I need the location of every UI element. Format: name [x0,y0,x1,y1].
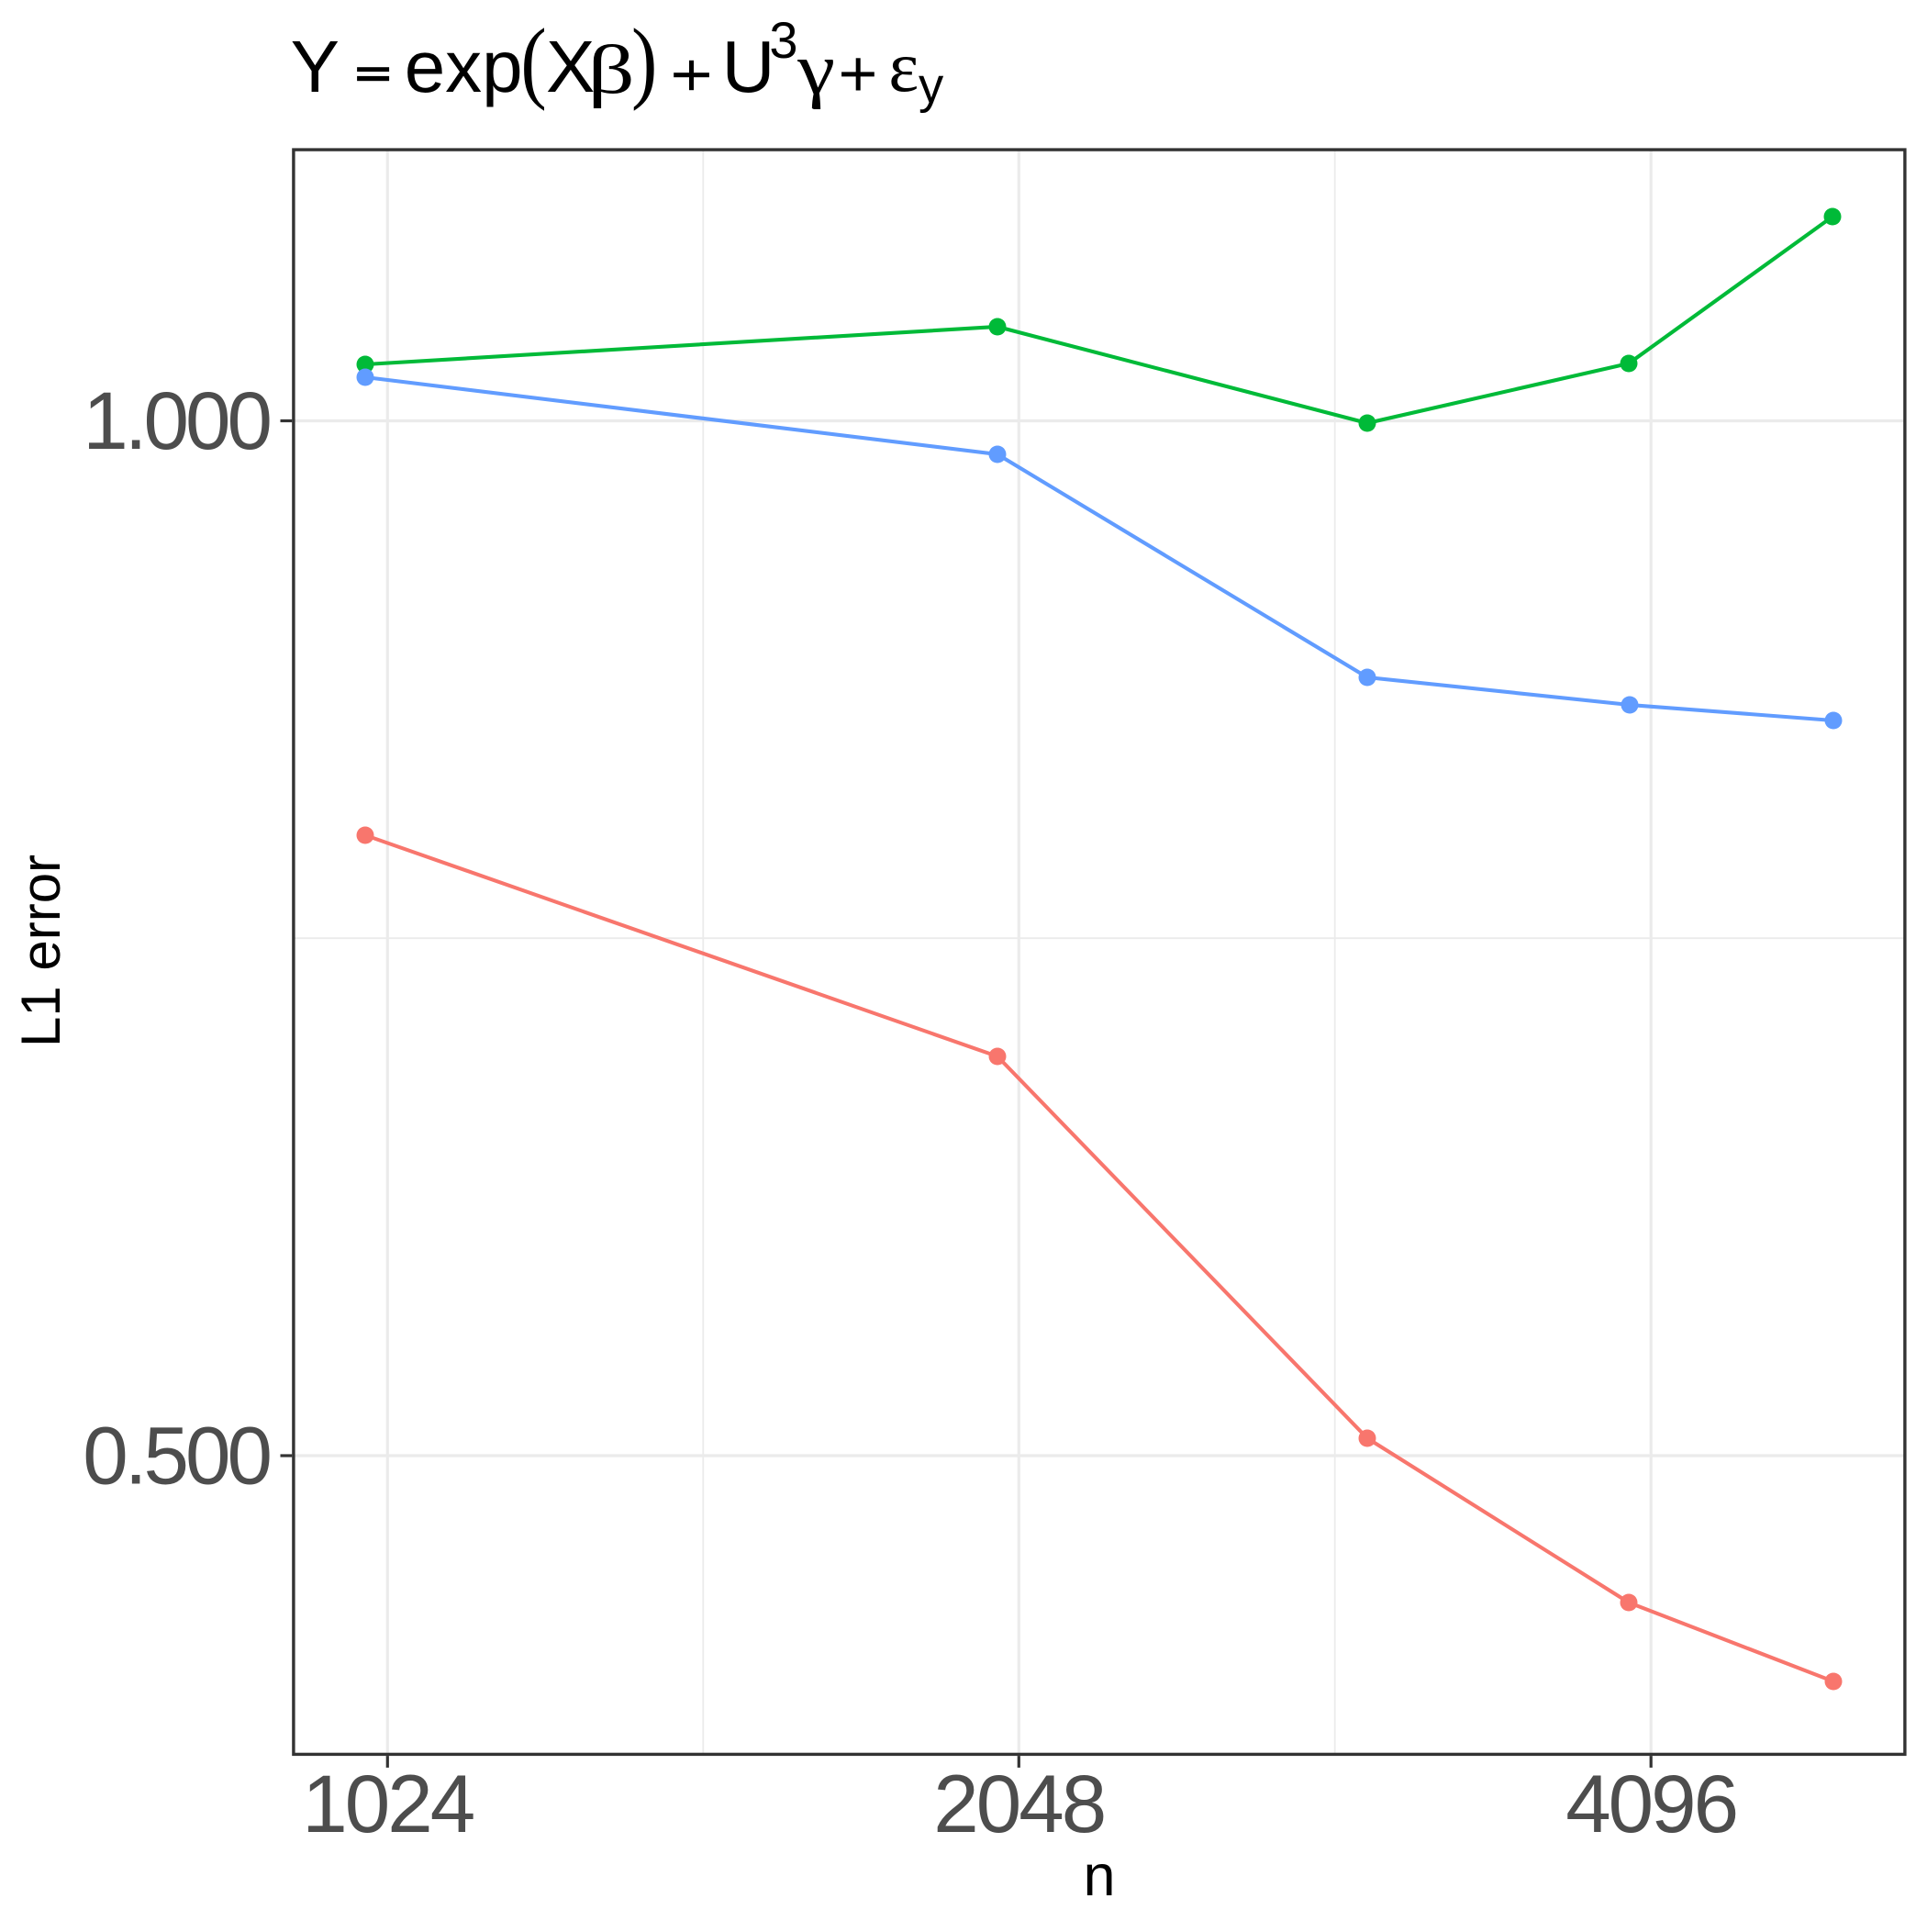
svg-text:X: X [546,26,595,107]
svg-text:4096: 4096 [1565,1758,1736,1849]
svg-text:0.500: 0.500 [83,1409,270,1501]
svg-text:Y: Y [291,26,340,107]
svg-text:y: y [919,57,944,113]
svg-text:1.000: 1.000 [83,374,270,466]
svg-text:2048: 2048 [933,1758,1104,1849]
svg-text:3: 3 [769,11,797,69]
svg-text:γ: γ [796,28,835,110]
svg-text:1024: 1024 [302,1758,473,1849]
svg-text:U: U [722,26,775,107]
svg-text:n: n [1083,1844,1115,1908]
svg-text:ε: ε [888,27,919,106]
svg-text:β: β [587,31,634,108]
svg-text:L1 error: L1 error [10,854,72,1047]
svg-text:(: ( [520,11,546,111]
svg-text:exp: exp [405,26,523,107]
svg-text:): ) [631,11,657,111]
